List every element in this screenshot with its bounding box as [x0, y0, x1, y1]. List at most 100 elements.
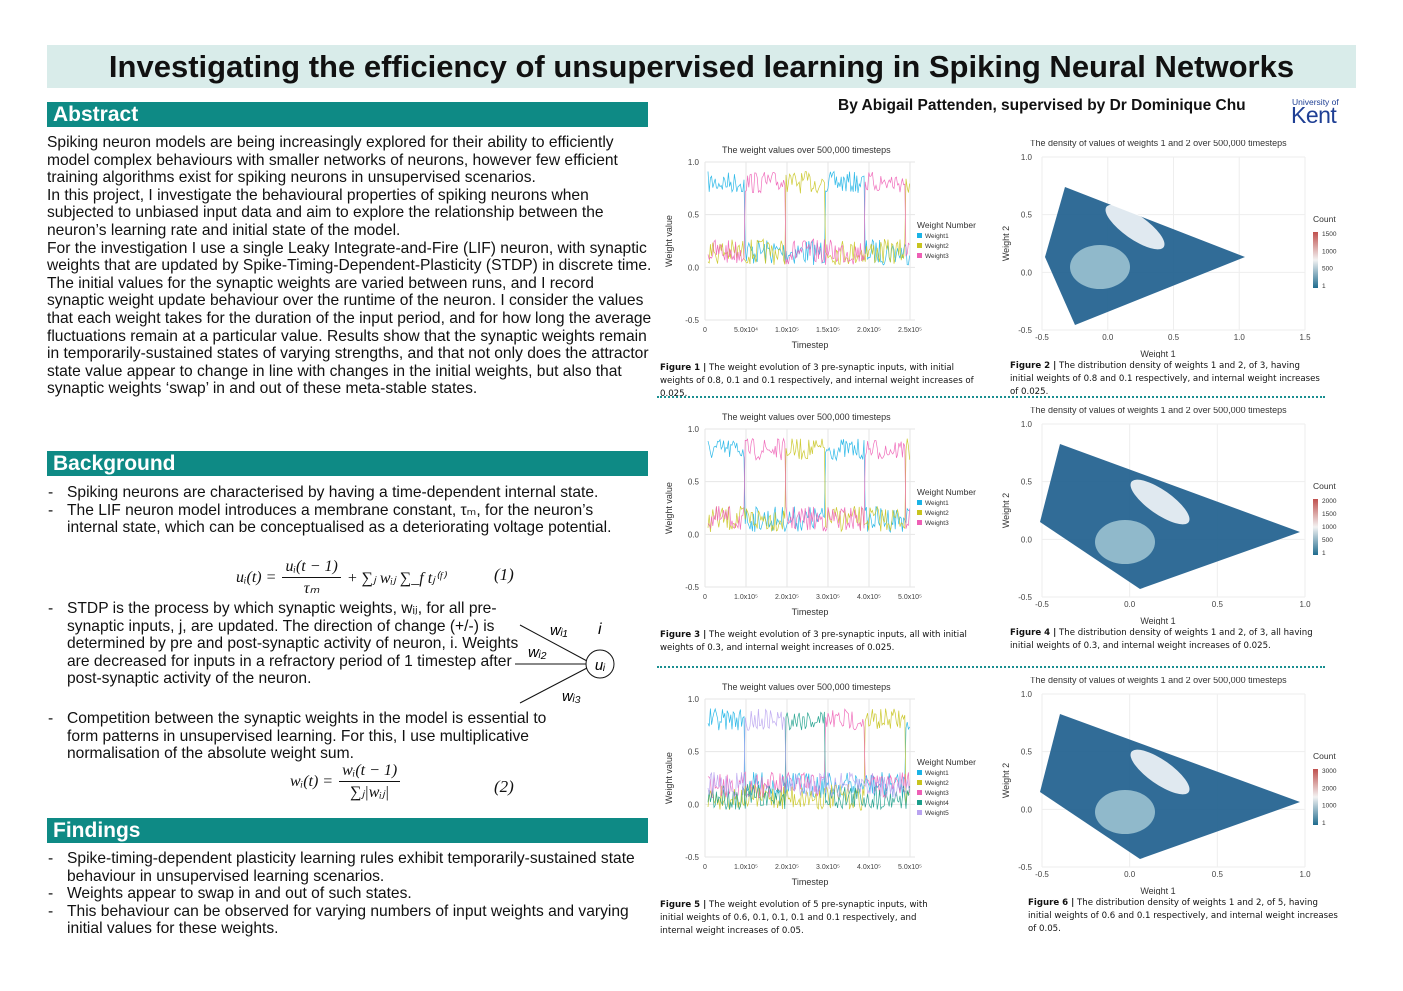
x-tick-label: 0.5 [1212, 870, 1224, 879]
legend-label: 1 [1322, 820, 1326, 827]
legend-label: 3000 [1322, 768, 1337, 775]
eq-fraction: wᵢ(t − 1) ∑ⱼ|wᵢⱼ| [339, 762, 401, 802]
legend-swatch [917, 770, 922, 775]
y-axis-label: Weight value [664, 752, 674, 804]
x-axis-label: Weight 1 [1140, 886, 1175, 895]
caption: Figure 4 | The distribution density of w… [1010, 627, 1325, 653]
y-tick-label: -0.5 [1018, 593, 1032, 602]
bullet-list: Competition between the synaptic weights… [47, 710, 567, 763]
weight-label: wᵢ₃ [562, 688, 581, 705]
x-tick-label: 1.0x10⁵ [734, 864, 758, 871]
density-core [1095, 520, 1155, 564]
x-tick-label: 4.0x10⁵ [857, 594, 881, 601]
legend-label: 500 [1322, 266, 1333, 273]
y-tick-label: 0.0 [1021, 805, 1033, 814]
legend-label: 2000 [1322, 785, 1337, 792]
x-tick-label: 2.0x10⁵ [775, 594, 799, 601]
figure: The weight values over 500,000 timesteps… [664, 145, 976, 350]
y-tick-label: 0.0 [1021, 535, 1033, 544]
logo-big: Kent [1291, 102, 1337, 128]
caption-text: The distribution density of weights 1 an… [1010, 628, 1313, 651]
eq-fraction: uᵢ(t − 1) τₘ [282, 558, 341, 598]
x-tick-label: 1.5 [1299, 333, 1311, 342]
section-heading: Findings [47, 818, 648, 843]
figure-title: The weight values over 500,000 timesteps [722, 682, 891, 692]
separator [657, 396, 1325, 398]
x-tick-label: -0.5 [1035, 870, 1049, 879]
eq-number: (2) [494, 777, 514, 796]
colorbar [1313, 499, 1318, 555]
y-tick-label: 0.0 [688, 800, 700, 809]
colorbar [1313, 232, 1318, 288]
x-tick-label: 0.0 [1124, 600, 1136, 609]
y-tick-label: 1.0 [1021, 153, 1033, 162]
paragraph: For the investigation I use a single Lea… [47, 239, 652, 398]
x-tick-label: 2.0x10⁵ [857, 327, 881, 334]
x-axis-label: Weight 1 [1140, 616, 1175, 625]
y-tick-label: 1.0 [688, 425, 700, 434]
y-tick-label: 0.5 [1021, 748, 1033, 757]
x-tick-label: 0.0 [1102, 333, 1114, 342]
legend-title: Weight Number [917, 487, 976, 497]
abstract-text: Spiking neuron models are being increasi… [47, 134, 652, 398]
trace [707, 711, 910, 811]
legend-swatch [917, 810, 922, 815]
x-tick-label: 0.5 [1168, 333, 1180, 342]
caption-text: The weight evolution of 3 pre-synaptic i… [660, 630, 967, 653]
legend-label: 2000 [1322, 498, 1337, 505]
legend-label: Weight3 [925, 520, 949, 527]
x-tick-label: 1.5x10⁵ [816, 327, 840, 334]
legend-label: 500 [1322, 537, 1333, 544]
caption: Figure 3 | The weight evolution of 3 pre… [660, 629, 975, 655]
x-tick-label: 1.0x10⁵ [775, 327, 799, 334]
caption-label: Figure 2 | [1010, 361, 1057, 371]
legend-swatch [917, 233, 922, 238]
figure: The density of values of weights 1 and 2… [1001, 140, 1337, 358]
eq-lhs: uᵢ(t) = [236, 569, 277, 586]
density-gap [1130, 749, 1190, 795]
y-tick-label: 0.5 [688, 748, 700, 757]
legend-title: Count [1313, 481, 1336, 491]
legend-title: Weight Number [917, 757, 976, 767]
y-tick-label: 0.5 [1021, 478, 1033, 487]
caption-text: The weight evolution of 5 pre-synaptic i… [660, 900, 928, 936]
caption-text: The distribution density of weights 1 an… [1010, 361, 1320, 397]
y-axis-label: Weight value [664, 482, 674, 534]
x-tick-label: 3.0x10⁵ [816, 594, 840, 601]
x-tick-label: 2.0x10⁵ [775, 864, 799, 871]
legend-label: Weight3 [925, 253, 949, 260]
legend-label: 1500 [1322, 231, 1337, 238]
edge [519, 667, 588, 704]
y-axis-label: Weight 2 [1001, 493, 1011, 528]
y-tick-label: 0.5 [688, 211, 700, 220]
caption-label: Figure 6 | [1028, 898, 1075, 908]
bullet-list: STDP is the process by which synaptic we… [47, 600, 542, 688]
caption-text: The weight evolution of 3 pre-synaptic i… [660, 363, 974, 399]
legend-label: 1000 [1322, 248, 1337, 255]
legend-swatch [917, 510, 922, 515]
eq-numerator: uᵢ(t − 1) [282, 558, 341, 578]
caption: Figure 6 | The distribution density of w… [1028, 897, 1343, 936]
y-tick-label: 0.0 [688, 263, 700, 272]
x-tick-label: 1.0 [1299, 600, 1311, 609]
weight-label: wᵢ₂ [528, 644, 547, 661]
y-tick-label: -0.5 [685, 853, 699, 862]
x-tick-label: 3.0x10⁵ [816, 864, 840, 871]
caption-label: Figure 4 | [1010, 628, 1057, 638]
y-tick-label: 0.5 [688, 478, 700, 487]
section-heading: Background [47, 451, 648, 476]
eq-denominator: ∑ⱼ|wᵢⱼ| [350, 784, 390, 801]
equation: wᵢ(t) = wᵢ(t − 1) ∑ⱼ|wᵢⱼ| [290, 762, 401, 802]
eq-number: (1) [494, 565, 514, 584]
y-tick-label: -0.5 [685, 583, 699, 592]
x-tick-label: 5.0x10⁵ [898, 594, 922, 601]
figure-title: The weight values over 500,000 timesteps [722, 412, 891, 422]
legend-label: Weight2 [925, 780, 949, 787]
node-label: uᵢ [595, 657, 606, 674]
density-core [1070, 245, 1130, 289]
density-region [1045, 187, 1245, 325]
legend-label: Weight5 [925, 810, 949, 817]
legend-label: Weight2 [925, 243, 949, 250]
legend-label: 1 [1322, 550, 1326, 557]
x-axis-label: Timestep [792, 607, 829, 617]
